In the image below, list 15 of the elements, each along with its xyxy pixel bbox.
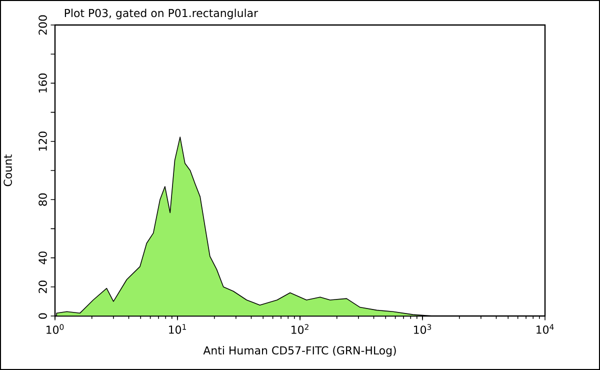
x-axis-title: Anti Human CD57-FITC (GRN-HLog) bbox=[203, 346, 396, 357]
y-tick-label: 20 bbox=[38, 280, 47, 294]
x-tick-label: 10$^{0}$ bbox=[46, 324, 64, 334]
y-tick-label: 160 bbox=[38, 73, 47, 92]
y-tick-label: 40 bbox=[38, 252, 47, 264]
y-tick-label: 0 bbox=[38, 313, 47, 319]
y-axis-title: Count bbox=[4, 154, 12, 186]
y-tick-label: 200 bbox=[38, 15, 47, 35]
x-tick-label: 10$^{3}$ bbox=[414, 324, 432, 334]
x-tick-label: 10$^{1}$ bbox=[169, 324, 186, 334]
x-tick-label: 10$^{4}$ bbox=[536, 324, 554, 334]
x-tick-label: 10$^{2}$ bbox=[292, 324, 308, 334]
chart-title: Plot P03, gated on P01.rectanglular bbox=[64, 8, 258, 20]
y-tick-label: 80 bbox=[38, 193, 47, 206]
y-tick-label: 120 bbox=[38, 132, 47, 151]
